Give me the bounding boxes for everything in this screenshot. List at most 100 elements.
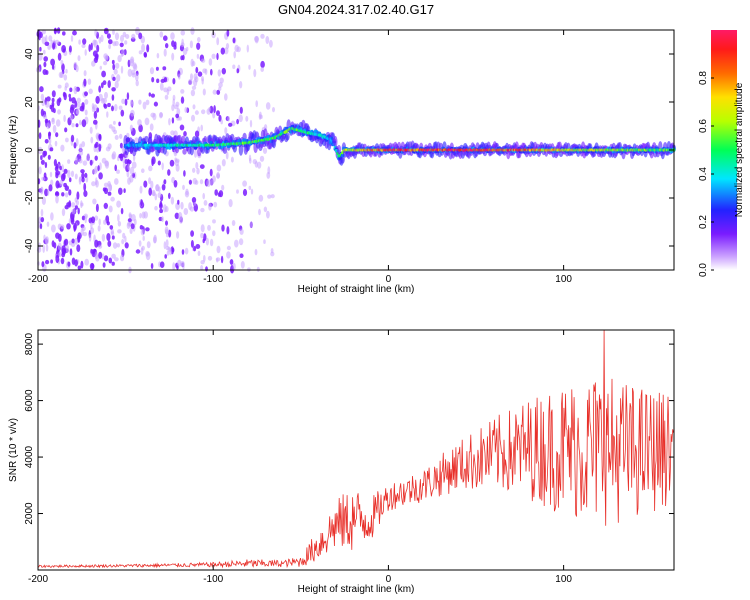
noise-dot <box>118 154 122 159</box>
noise-dot <box>94 143 97 149</box>
noise-dot <box>89 262 95 270</box>
noise-dot <box>249 119 253 128</box>
noise-dot <box>165 220 168 226</box>
noise-dot <box>58 71 63 78</box>
noise-dot <box>145 99 150 106</box>
noise-dot <box>150 93 155 98</box>
noise-dot <box>106 221 110 226</box>
noise-dot <box>111 105 114 112</box>
noise-dot <box>221 67 226 75</box>
noise-dot <box>91 60 96 67</box>
noise-dot <box>99 65 103 70</box>
ridge-halo <box>182 148 187 155</box>
noise-dot <box>45 35 48 43</box>
noise-dot <box>239 106 243 114</box>
noise-dot <box>127 163 130 171</box>
noise-dot <box>193 149 198 158</box>
noise-dot <box>82 231 88 237</box>
ridge-halo <box>340 155 345 164</box>
noise-dot <box>93 119 98 125</box>
noise-dot <box>43 150 48 157</box>
noise-dot <box>189 206 195 212</box>
noise-dot <box>100 97 105 104</box>
noise-dot <box>182 261 185 270</box>
noise-dot <box>172 262 176 271</box>
noise-dot <box>74 238 79 245</box>
noise-dot <box>36 30 42 38</box>
noise-dot <box>55 132 59 138</box>
noise-dot <box>208 106 211 112</box>
noise-dot <box>114 257 119 262</box>
noise-dot <box>48 184 53 192</box>
noise-dot <box>164 254 167 259</box>
noise-dot <box>101 157 107 164</box>
noise-dot <box>135 249 141 254</box>
noise-dot <box>78 39 81 45</box>
noise-dot <box>170 32 175 40</box>
noise-dot <box>41 99 46 107</box>
noise-dot <box>94 251 98 260</box>
noise-dot <box>83 182 87 192</box>
noise-dot <box>55 172 59 179</box>
x-tick-label: -200 <box>28 574 48 585</box>
noise-dot <box>46 221 50 227</box>
noise-dot <box>192 167 196 173</box>
snr-chart: -200 -100 0 100 2000 4000 6000 8000 Height of s… <box>8 329 675 595</box>
noise-dot <box>216 245 221 254</box>
noise-dot <box>124 40 128 45</box>
noise-dot <box>39 46 42 52</box>
noise-dot <box>130 223 135 230</box>
noise-dot <box>50 58 55 66</box>
y-tick-label: -20 <box>24 190 35 205</box>
noise-dot <box>146 241 151 249</box>
noise-dot <box>64 192 69 198</box>
noise-dot <box>168 192 171 199</box>
noise-dot <box>157 160 161 166</box>
noise-dot <box>111 253 116 259</box>
noise-dot <box>57 52 62 61</box>
noise-dot <box>43 234 46 241</box>
noise-dot <box>188 78 193 86</box>
noise-dot <box>177 259 182 267</box>
noise-dot <box>44 161 48 169</box>
noise-dot <box>68 218 72 224</box>
noise-dot <box>201 76 204 82</box>
noise-dot <box>183 208 189 215</box>
noise-dot <box>74 259 78 267</box>
y-tick-label: 6000 <box>24 389 35 412</box>
noise-dot <box>167 169 171 176</box>
noise-dot <box>90 216 96 224</box>
noise-dot <box>46 96 51 102</box>
noise-dot <box>134 137 139 143</box>
noise-dot <box>218 190 224 198</box>
noise-dot <box>138 50 143 55</box>
noise-dot <box>194 130 200 138</box>
noise-dot <box>145 227 150 232</box>
noise-dot <box>188 179 192 185</box>
noise-dot <box>104 91 108 99</box>
noise-dot <box>233 51 236 59</box>
noise-dot <box>57 84 62 89</box>
x-tick-label: 0 <box>386 274 392 285</box>
noise-dot <box>192 177 198 185</box>
noise-dot <box>80 260 84 269</box>
noise-dot <box>254 35 259 43</box>
noise-dot <box>77 55 81 62</box>
noise-dot <box>239 253 244 258</box>
noise-dot <box>70 134 75 143</box>
noise-dot <box>236 68 240 74</box>
noise-dot <box>167 86 172 92</box>
noise-dot <box>111 261 115 266</box>
noise-dot <box>253 69 257 78</box>
noise-dot <box>148 92 151 97</box>
noise-dot <box>109 225 114 230</box>
noise-dot <box>193 246 197 252</box>
noise-dot <box>87 78 92 85</box>
noise-dot <box>196 167 200 175</box>
noise-dot <box>161 162 164 171</box>
noise-dot <box>138 99 142 105</box>
noise-dot <box>142 235 145 241</box>
noise-dot <box>117 214 120 222</box>
noise-dot <box>81 141 86 148</box>
noise-dot <box>69 248 73 256</box>
